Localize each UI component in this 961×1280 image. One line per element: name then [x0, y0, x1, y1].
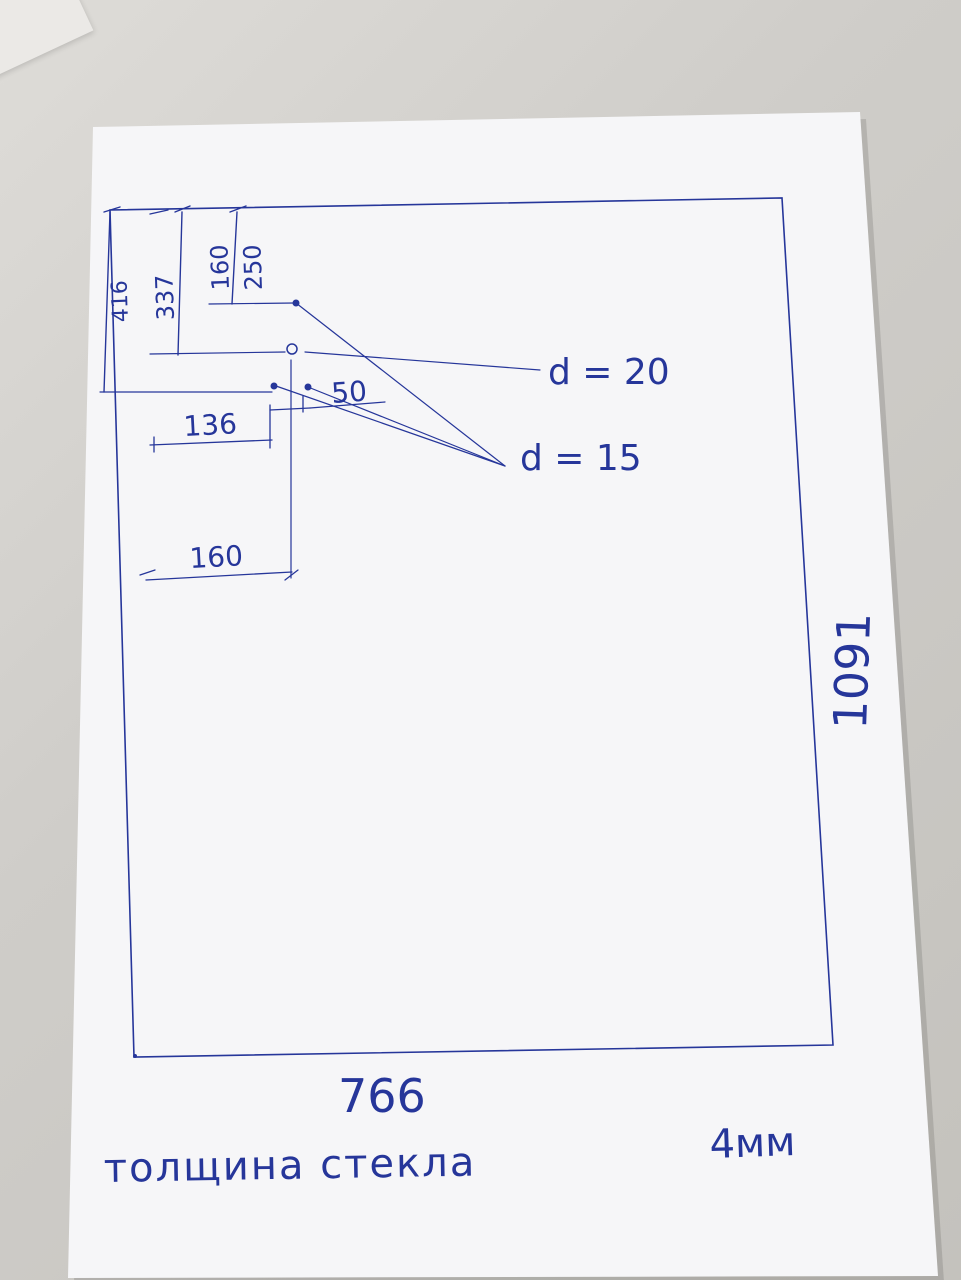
dim-width-766: 766	[338, 1069, 426, 1123]
paper	[68, 112, 938, 1278]
glass-outline	[109, 197, 834, 1058]
hole-20-label: d = 20	[548, 352, 670, 393]
hole-15-label: d = 15	[520, 438, 642, 479]
dim-160-bottom: 160	[189, 539, 244, 575]
dim-136: 136	[183, 407, 238, 443]
hole-15-c	[304, 383, 312, 391]
note-text: толщина стекла	[103, 1140, 476, 1192]
hole-15-a	[292, 299, 300, 307]
dim-337: 337	[150, 274, 180, 321]
note-thickness: 4мм	[709, 1119, 796, 1168]
dim-250: 250	[238, 244, 268, 291]
dim-50: 50	[330, 375, 368, 410]
dim-height-1091: 1091	[823, 611, 881, 730]
hole-15-b	[270, 382, 278, 390]
hole-20	[286, 343, 298, 355]
dim-416: 416	[108, 280, 134, 323]
dim-160-top: 160	[205, 244, 235, 291]
